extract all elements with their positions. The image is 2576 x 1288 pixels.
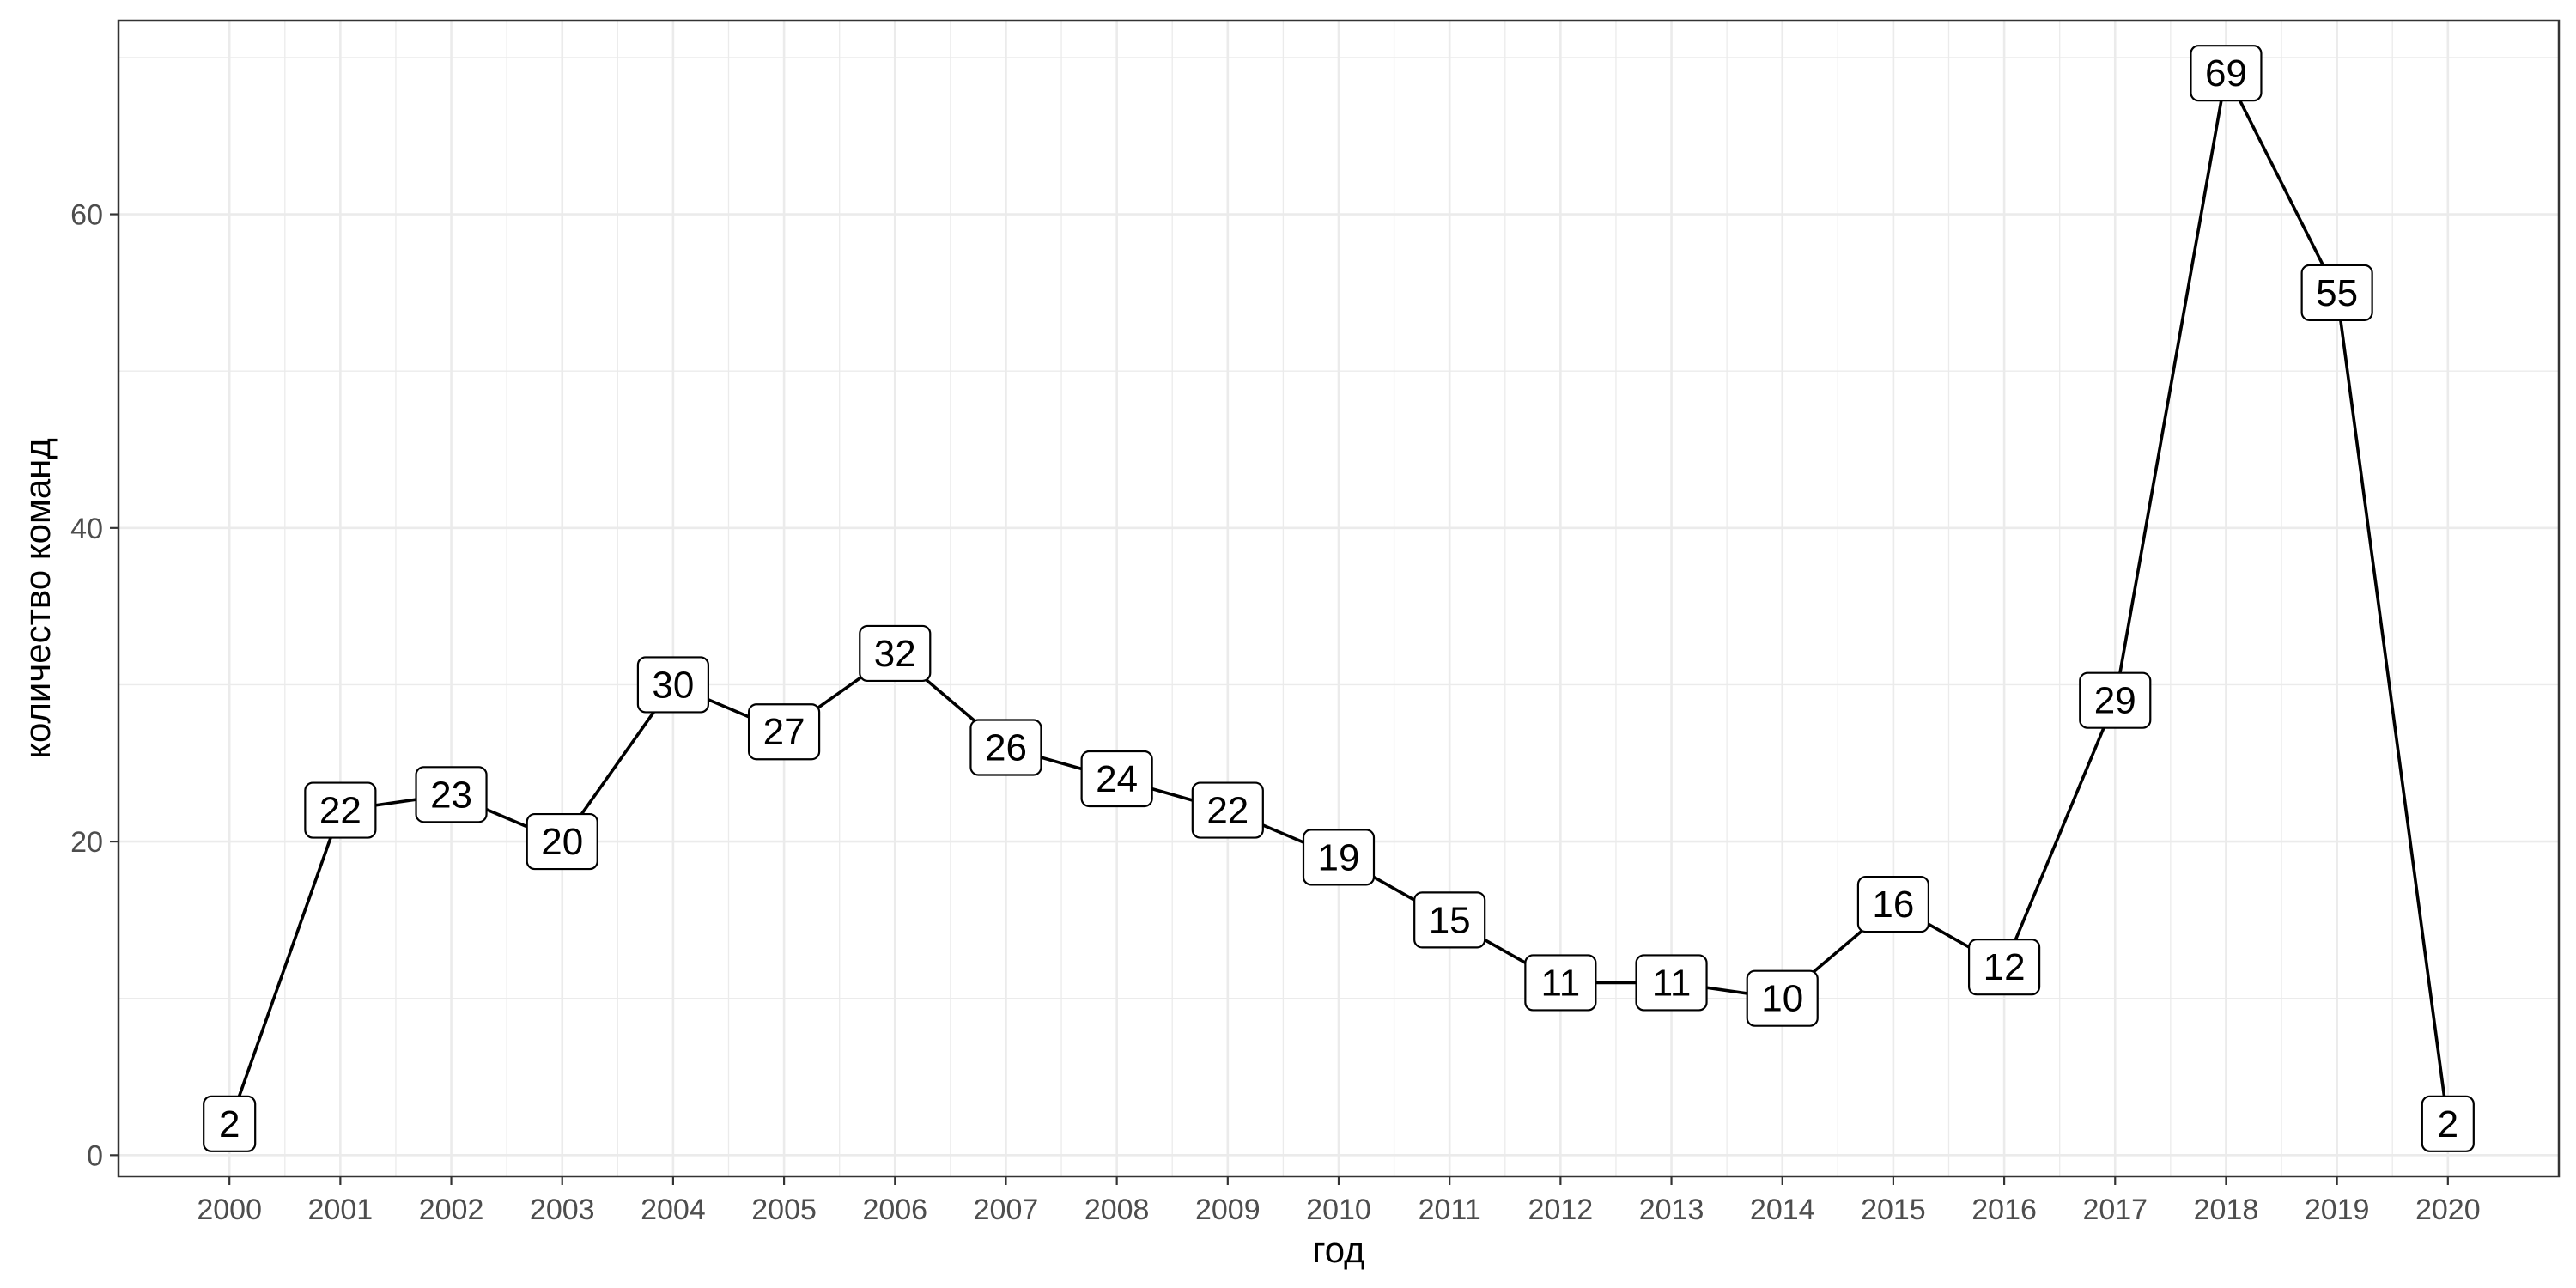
data-label-text: 2 [219, 1103, 240, 1145]
data-label-text: 10 [1761, 978, 1803, 1020]
data-label: 22 [304, 781, 377, 839]
data-label-text: 15 [1429, 899, 1471, 941]
data-label-text: 12 [1984, 946, 2026, 988]
x-tick-label: 2011 [1419, 1194, 1481, 1226]
data-label: 2 [203, 1095, 257, 1152]
data-label-text: 22 [1206, 790, 1249, 832]
x-tick-label: 2017 [2082, 1194, 2148, 1226]
data-label-text: 2 [2438, 1103, 2458, 1145]
data-label-text: 22 [319, 790, 361, 832]
data-label: 15 [1413, 891, 1486, 949]
x-tick-label: 2001 [308, 1194, 374, 1226]
x-tick-label: 2010 [1306, 1194, 1371, 1226]
data-label-box [1967, 939, 2041, 996]
x-tick-label: 2006 [862, 1194, 927, 1226]
x-tick-label: 2020 [2415, 1194, 2481, 1226]
data-label: 11 [1524, 954, 1597, 1012]
data-label: 27 [747, 703, 821, 761]
data-label-box [859, 624, 932, 683]
y-axis-title: количество команд [17, 438, 58, 759]
data-label: 12 [1967, 939, 2041, 996]
data-label: 29 [2079, 671, 2152, 729]
data-label-box [636, 656, 710, 714]
data-label: 32 [859, 624, 932, 683]
y-tick-label: 0 [87, 1139, 103, 1172]
data-label-box [1080, 750, 1153, 808]
x-axis-title: год [1312, 1230, 1364, 1270]
data-label: 16 [1856, 876, 1930, 933]
data-label-text: 11 [1541, 962, 1581, 1004]
data-label: 23 [415, 766, 488, 823]
x-tick-label: 2013 [1639, 1194, 1704, 1226]
data-label-text: 24 [1096, 758, 1138, 800]
x-tick-label: 2019 [2305, 1194, 2370, 1226]
data-label-box [1191, 781, 1264, 839]
data-label: 55 [2300, 264, 2373, 321]
data-label: 19 [1302, 829, 1376, 886]
x-tick-label: 2000 [197, 1194, 262, 1226]
data-label-box [2190, 45, 2263, 102]
data-label: 22 [1191, 781, 1264, 839]
data-label-box [1746, 969, 1819, 1027]
data-label-box [747, 703, 821, 761]
x-tick-label: 2002 [419, 1194, 484, 1226]
data-label-box [2079, 671, 2152, 729]
y-axis: 0 20 40 60 [70, 199, 118, 1172]
data-label-box [203, 1095, 257, 1152]
data-label: 11 [1635, 954, 1708, 1012]
data-label-box [304, 781, 377, 839]
data-label-text: 23 [430, 774, 472, 816]
x-tick-label: 2018 [2194, 1194, 2259, 1226]
data-label-text: 69 [2205, 52, 2247, 94]
data-label-box [969, 719, 1042, 776]
data-label-box [1302, 829, 1376, 886]
data-label-text: 20 [541, 821, 583, 863]
data-label-text: 29 [2094, 680, 2136, 722]
data-label-box [1856, 876, 1930, 933]
data-label: 10 [1746, 969, 1819, 1027]
data-label-box [1524, 954, 1597, 1012]
data-label-text: 19 [1318, 836, 1360, 878]
data-label-box [2300, 264, 2373, 321]
data-label: 20 [526, 812, 598, 871]
data-label: 24 [1080, 750, 1153, 808]
data-label: 69 [2190, 45, 2263, 102]
data-label-box [526, 812, 598, 871]
data-label-box [1413, 891, 1486, 949]
x-tick-label: 2004 [641, 1194, 706, 1226]
y-tick-label: 40 [70, 513, 103, 545]
data-label-text: 27 [763, 711, 805, 753]
y-tick-label: 20 [70, 826, 103, 859]
data-label-box [2421, 1095, 2475, 1152]
x-tick-label: 2016 [1971, 1194, 2037, 1226]
x-tick-label: 2014 [1750, 1194, 1815, 1226]
data-label-text: 16 [1872, 884, 1914, 926]
data-label-text: 55 [2316, 272, 2358, 314]
data-label-text: 26 [985, 727, 1027, 769]
x-tick-label: 2007 [974, 1194, 1039, 1226]
x-tick-label: 2003 [530, 1194, 595, 1226]
data-label: 26 [969, 719, 1042, 776]
x-tick-label: 2012 [1528, 1194, 1594, 1226]
data-label: 2 [2421, 1095, 2475, 1152]
y-tick-label: 60 [70, 199, 103, 232]
data-label-text: 11 [1652, 962, 1692, 1004]
data-label-box [1635, 954, 1708, 1012]
grid [118, 21, 2559, 1176]
x-tick-label: 2005 [751, 1194, 817, 1226]
data-label-text: 32 [874, 633, 916, 675]
x-axis: 2000 2001 2002 2003 2004 2005 2006 2007 2008 2009… [197, 1176, 2481, 1226]
data-label: 30 [636, 656, 710, 714]
data-label-box [415, 766, 488, 823]
x-tick-label: 2015 [1861, 1194, 1926, 1226]
x-tick-label: 2009 [1195, 1194, 1261, 1226]
x-tick-label: 2008 [1084, 1194, 1150, 1226]
data-label-text: 30 [652, 664, 694, 706]
